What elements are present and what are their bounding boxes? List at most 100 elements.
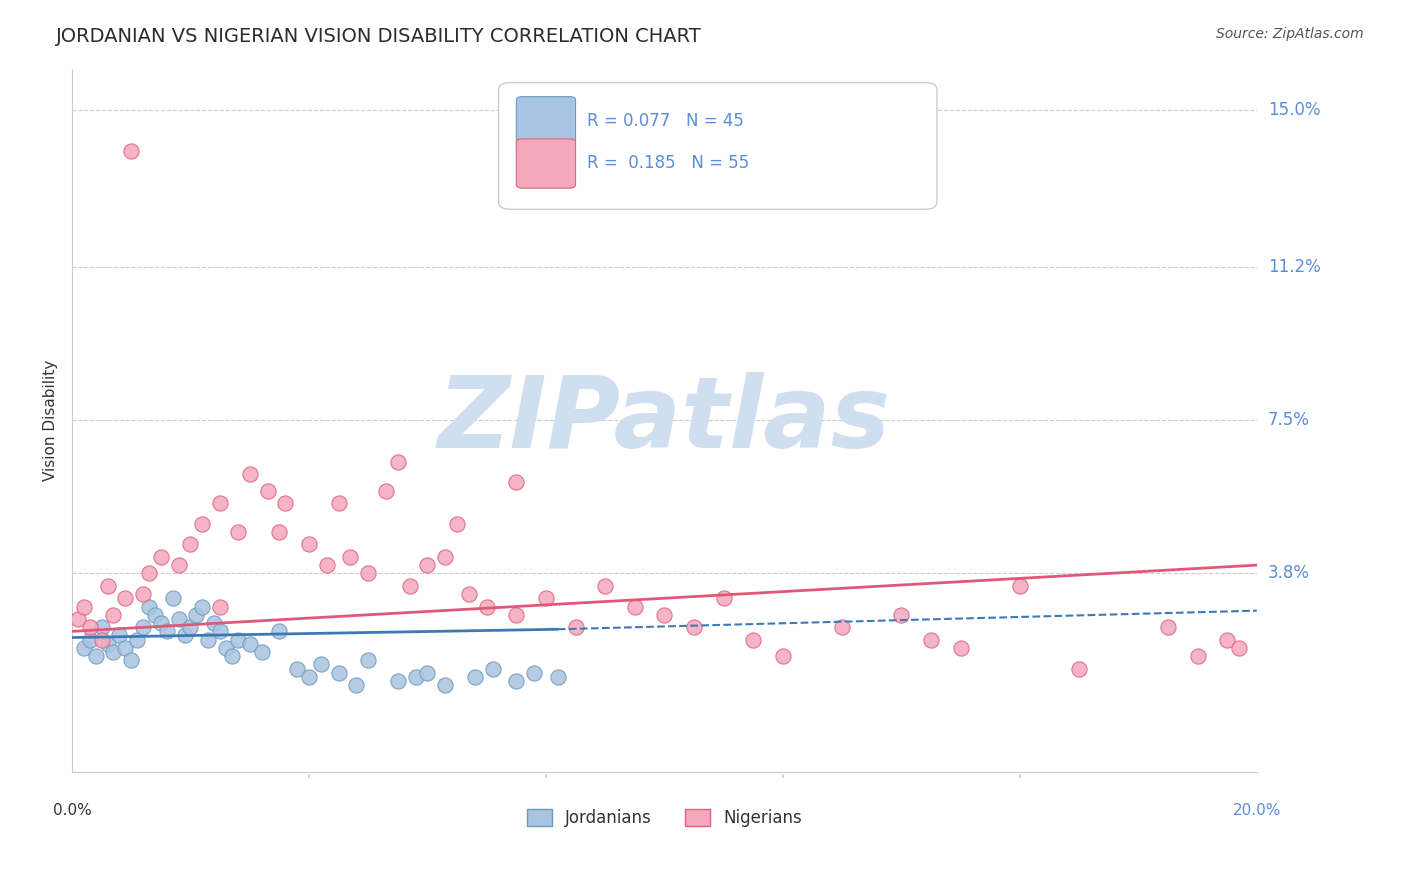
Point (458, 587, 481, 601)
Point (446, 516, 468, 531)
Point (831, 620, 853, 634)
Point (505, 607, 527, 622)
Point (683, 620, 706, 634)
Point (1216, 632, 1239, 647)
Point (416, 665, 439, 680)
Text: 11.2%: 11.2% (1268, 258, 1320, 277)
Point (120, 653, 142, 667)
Point (269, 524, 291, 539)
Point (505, 475, 527, 490)
Point (186, 607, 208, 622)
FancyBboxPatch shape (516, 139, 575, 188)
Point (505, 673, 527, 688)
Point (890, 607, 912, 622)
Point (179, 620, 201, 634)
Point (114, 640, 136, 655)
Text: R = 0.077   N = 45: R = 0.077 N = 45 (588, 112, 744, 130)
Point (179, 537, 201, 551)
Point (481, 662, 503, 676)
Text: 15.0%: 15.0% (1268, 101, 1320, 119)
Point (120, 145, 142, 159)
Point (226, 524, 249, 539)
Point (387, 455, 409, 469)
Point (434, 549, 457, 564)
Legend: Jordanians, Nigerians: Jordanians, Nigerians (520, 803, 808, 834)
Point (387, 673, 409, 688)
Point (202, 616, 225, 631)
Point (138, 599, 160, 614)
Point (132, 620, 155, 634)
Point (215, 640, 238, 655)
Point (73, 599, 96, 614)
Point (398, 579, 420, 593)
Text: JORDANIAN VS NIGERIAN VISION DISABILITY CORRELATION CHART: JORDANIAN VS NIGERIAN VISION DISABILITY … (56, 27, 702, 45)
Point (357, 653, 380, 667)
Point (138, 566, 160, 581)
Text: Source: ZipAtlas.com: Source: ZipAtlas.com (1216, 27, 1364, 41)
Point (1069, 662, 1091, 676)
Point (209, 624, 232, 639)
Point (103, 607, 125, 622)
FancyBboxPatch shape (499, 83, 936, 210)
Point (114, 591, 136, 606)
Point (593, 579, 616, 593)
Point (132, 587, 155, 601)
Point (269, 624, 291, 639)
Point (416, 558, 439, 573)
Point (127, 632, 149, 647)
Point (534, 591, 557, 606)
Point (328, 665, 350, 680)
Point (73, 640, 96, 655)
Point (191, 516, 214, 531)
Y-axis label: Vision Disability: Vision Disability (44, 359, 58, 481)
Point (250, 645, 273, 659)
Point (226, 632, 249, 647)
Point (79, 620, 101, 634)
Point (547, 670, 569, 684)
Point (315, 558, 337, 573)
Text: 0.0%: 0.0% (52, 803, 91, 818)
Point (96, 579, 118, 593)
FancyBboxPatch shape (516, 96, 575, 146)
Point (103, 645, 125, 659)
Point (173, 628, 195, 642)
Point (149, 616, 172, 631)
Text: 20.0%: 20.0% (1233, 803, 1281, 818)
Point (285, 662, 308, 676)
Point (357, 566, 380, 581)
Point (96, 637, 118, 651)
Point (90, 620, 112, 634)
Point (1008, 579, 1031, 593)
Text: 7.5%: 7.5% (1268, 411, 1310, 429)
Point (256, 483, 278, 498)
Point (197, 632, 219, 647)
Point (464, 670, 486, 684)
Point (405, 670, 427, 684)
Point (654, 607, 676, 622)
Point (742, 632, 765, 647)
Text: 3.8%: 3.8% (1268, 565, 1310, 582)
Point (239, 637, 262, 651)
Point (920, 632, 942, 647)
Point (298, 537, 321, 551)
Point (564, 620, 586, 634)
Point (149, 549, 172, 564)
Text: ZIPatlas: ZIPatlas (437, 372, 891, 469)
Point (772, 649, 794, 664)
Point (623, 599, 645, 614)
Point (475, 599, 498, 614)
Point (209, 496, 232, 510)
Point (328, 496, 350, 510)
Point (1187, 649, 1209, 664)
Point (84, 649, 107, 664)
Point (143, 607, 166, 622)
Point (221, 649, 243, 664)
Text: R =  0.185   N = 55: R = 0.185 N = 55 (588, 154, 749, 172)
Point (375, 483, 398, 498)
Point (1227, 640, 1250, 655)
Point (191, 599, 214, 614)
Point (274, 496, 297, 510)
Point (108, 628, 131, 642)
Point (344, 678, 367, 692)
Point (167, 612, 190, 626)
